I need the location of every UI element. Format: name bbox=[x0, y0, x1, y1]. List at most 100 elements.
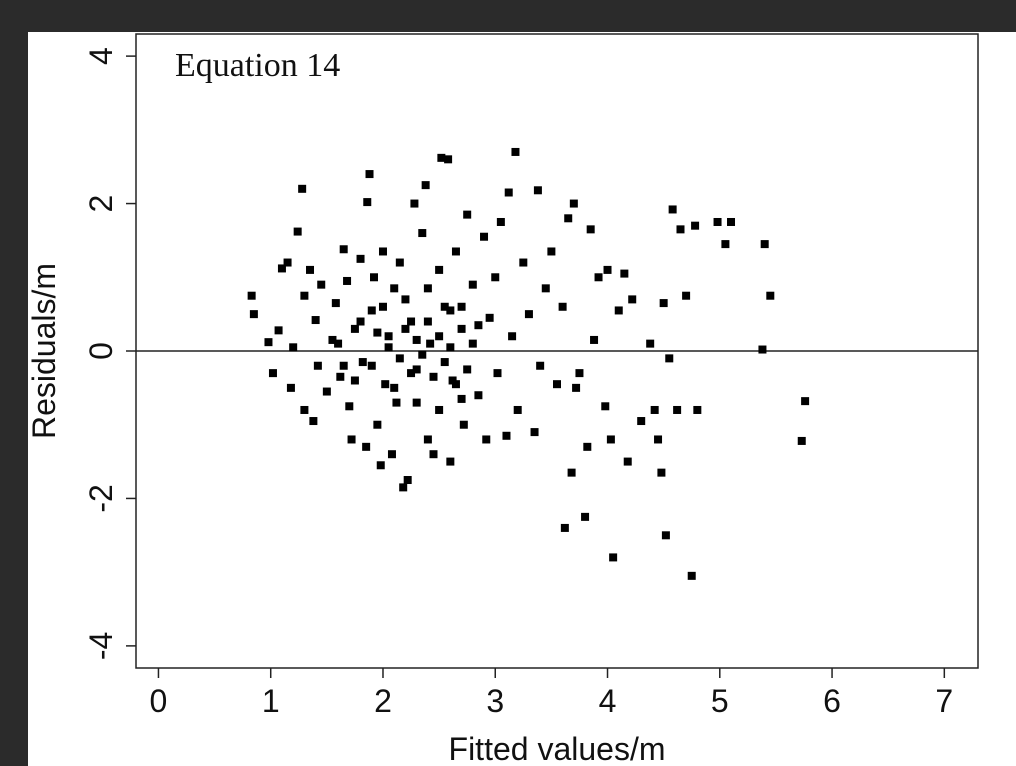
scatter-point bbox=[283, 258, 292, 267]
scatter-point bbox=[334, 339, 343, 348]
scatter-point bbox=[429, 372, 438, 381]
scatter-point bbox=[412, 365, 421, 374]
scatter-point bbox=[347, 435, 356, 444]
scatter-point bbox=[463, 210, 472, 219]
y-tick-label: 0 bbox=[83, 342, 119, 360]
scatter-point bbox=[493, 369, 502, 378]
scatter-point bbox=[801, 397, 810, 406]
scatter-point bbox=[468, 280, 477, 289]
scatter-point bbox=[350, 376, 359, 385]
scatter-point bbox=[590, 335, 599, 344]
scatter-point bbox=[693, 405, 702, 414]
scatter-point bbox=[418, 350, 427, 359]
scatter-point bbox=[530, 428, 539, 437]
scatter-point bbox=[423, 317, 432, 326]
scatter-point bbox=[407, 369, 416, 378]
scatter-point bbox=[426, 339, 435, 348]
scatter-point bbox=[691, 221, 700, 230]
scatter-point bbox=[286, 383, 295, 392]
scatter-point bbox=[457, 302, 466, 311]
equation-annotation: Equation 14 bbox=[175, 47, 340, 84]
scatter-point bbox=[440, 358, 449, 367]
scatter-point bbox=[569, 199, 578, 208]
scatter-point bbox=[463, 365, 472, 374]
scatter-point bbox=[395, 354, 404, 363]
scatter-point bbox=[451, 247, 460, 256]
scatter-point bbox=[474, 321, 483, 330]
scatter-point bbox=[376, 461, 385, 470]
scatter-point bbox=[437, 153, 446, 162]
scatter-point bbox=[502, 431, 511, 440]
x-axis: 0 1 2 3 4 5 6 7 bbox=[150, 668, 953, 719]
scatter-point bbox=[508, 332, 517, 341]
scatter-point bbox=[378, 247, 387, 256]
scatter-point bbox=[289, 343, 298, 352]
scatter-point bbox=[249, 310, 258, 319]
scatter-point bbox=[536, 361, 545, 370]
scatter-point bbox=[581, 512, 590, 521]
data-points bbox=[247, 147, 810, 580]
scatter-point bbox=[474, 391, 483, 400]
scatter-point bbox=[313, 361, 322, 370]
scatter-point bbox=[673, 405, 682, 414]
scatter-point bbox=[513, 405, 522, 414]
scatter-point bbox=[797, 436, 806, 445]
scatter-point bbox=[659, 299, 668, 308]
scatter-point bbox=[682, 291, 691, 300]
scatter-point bbox=[390, 383, 399, 392]
scatter-point bbox=[446, 306, 455, 315]
scatter-point bbox=[560, 523, 569, 532]
scatter-point bbox=[760, 240, 769, 249]
x-tick-label: 2 bbox=[374, 683, 392, 719]
scatter-point bbox=[657, 468, 666, 477]
scatter-point bbox=[365, 170, 374, 179]
y-axis-title: Residuals/m bbox=[26, 263, 62, 439]
scatter-point bbox=[721, 240, 730, 249]
scatter-point bbox=[446, 457, 455, 466]
scatter-point bbox=[384, 332, 393, 341]
scatter-point bbox=[459, 420, 468, 429]
scatter-point bbox=[322, 387, 331, 396]
scatter-point bbox=[451, 380, 460, 389]
scatter-point bbox=[311, 316, 320, 325]
y-tick-label: 2 bbox=[83, 195, 119, 213]
scatter-point bbox=[575, 369, 584, 378]
scatter-point bbox=[601, 402, 610, 411]
scatter-point bbox=[399, 483, 408, 492]
scatter-point bbox=[429, 450, 438, 459]
scatter-point bbox=[668, 205, 677, 214]
scatter-point bbox=[392, 398, 401, 407]
scatter-point bbox=[504, 188, 513, 197]
scatter-point bbox=[362, 442, 371, 451]
x-tick-label: 5 bbox=[711, 683, 729, 719]
scatter-point bbox=[603, 265, 612, 274]
y-tick-label: 4 bbox=[83, 47, 119, 65]
scatter-point bbox=[401, 324, 410, 333]
scatter-point bbox=[390, 284, 399, 293]
scatter-point bbox=[435, 265, 444, 274]
scatter-point bbox=[378, 302, 387, 311]
scatter-point bbox=[317, 280, 326, 289]
scatter-point bbox=[331, 299, 340, 308]
scatter-point bbox=[676, 225, 685, 234]
y-tick-label: -4 bbox=[83, 632, 119, 660]
scatter-point bbox=[687, 571, 696, 580]
scatter-point bbox=[558, 302, 567, 311]
scatter-point bbox=[247, 291, 256, 300]
x-tick-label: 1 bbox=[262, 683, 280, 719]
x-tick-label: 7 bbox=[935, 683, 953, 719]
scatter-point bbox=[356, 317, 365, 326]
scatter-point bbox=[309, 417, 318, 426]
scatter-point bbox=[403, 476, 412, 485]
scatter-point bbox=[586, 225, 595, 234]
scatter-point bbox=[519, 258, 528, 267]
scatter-point bbox=[421, 181, 430, 190]
scatter-point bbox=[300, 405, 309, 414]
scatter-point bbox=[637, 417, 646, 426]
scatter-point bbox=[444, 155, 453, 164]
scatter-point bbox=[661, 531, 670, 540]
scatter-point bbox=[423, 435, 432, 444]
scatter-point bbox=[457, 324, 466, 333]
scatter-point bbox=[480, 232, 489, 241]
